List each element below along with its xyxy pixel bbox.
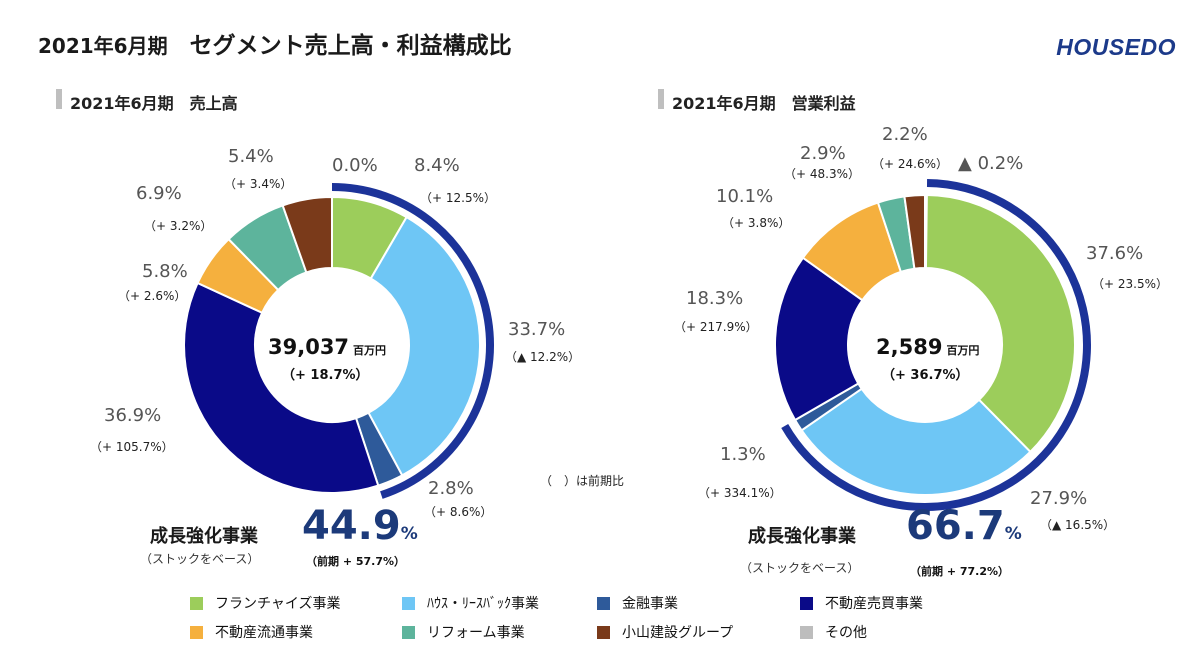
profit-growth-unit: % — [1004, 524, 1022, 544]
sales-change-franchise: （+ 12.5%） — [420, 191, 496, 205]
sales-growth-label: 成長強化事業 — [150, 526, 258, 547]
legend-label-franchise: フランチャイズ事業 — [215, 596, 341, 612]
legend-item-realestate-trade: 不動産売買事業 — [800, 593, 923, 613]
page-title: 2021年6月期 セグメント売上高・利益構成比 — [38, 26, 512, 60]
profit-center-change: （+ 36.7%） — [882, 368, 969, 383]
legend-label-realestate-trade: 不動産売買事業 — [825, 596, 923, 612]
legend-label-other: その他 — [825, 625, 867, 641]
legend-item-realestate-circ: 不動産流通事業 — [190, 622, 313, 642]
profit-growth-label: 成長強化事業 — [748, 526, 856, 547]
sales-total-unit: 百万円 — [353, 344, 387, 357]
legend-label-finance: 金融事業 — [622, 596, 678, 612]
legend-swatch-koyama — [597, 625, 610, 639]
title-main: セグメント売上高・利益構成比 — [189, 33, 512, 59]
sales-change-realestate-circ: （+ 2.6%） — [118, 289, 187, 303]
profit-label-realestate-trade: 18.3% — [686, 288, 744, 309]
sales-label-realestate-circ: 5.8% — [142, 261, 188, 282]
sales-change-finance: （+ 8.6%） — [424, 505, 493, 519]
panel-marker-sales — [56, 89, 62, 109]
legend-swatch-realestate-trade — [800, 596, 813, 610]
profit-growth-ring — [781, 179, 1091, 511]
profit-slice-house-lease — [800, 387, 1032, 496]
sales-slice-koyama — [281, 195, 333, 274]
profit-total-unit: 百万円 — [946, 344, 980, 357]
profit-label-house-lease: 27.9% — [1030, 488, 1088, 509]
profit-change-franchise: （+ 23.5%） — [1092, 277, 1168, 291]
legend-swatch-franchise — [190, 596, 203, 610]
sales-label-other: 0.0% — [332, 155, 378, 176]
sales-slice-realestate-trade — [183, 281, 380, 494]
profit-change-koyama: （+ 24.6%） — [872, 157, 948, 171]
profit-change-house-lease: （▲ 16.5%） — [1040, 518, 1116, 532]
title-period: 2021年6月期 — [38, 34, 168, 58]
profit-slice-franchise — [924, 193, 1076, 454]
profit-label-finance: 1.3% — [720, 444, 766, 465]
legend-swatch-other — [800, 625, 813, 639]
sales-label-finance: 2.8% — [428, 478, 474, 499]
sales-growth-ratio: 44.9% — [302, 503, 418, 549]
profit-growth-prev: （前期 + 77.2%） — [910, 565, 1010, 578]
legend-item-franchise: フランチャイズ事業 — [190, 593, 340, 613]
profit-slice-koyama — [903, 193, 926, 270]
company-logo: HOUSEDO — [1056, 34, 1176, 60]
sales-change-reform: （+ 3.2%） — [144, 219, 213, 233]
legend-item-finance: 金融事業 — [597, 593, 678, 613]
sales-growth-value: 44.9 — [302, 503, 401, 549]
profit-label-franchise: 37.6% — [1086, 243, 1144, 264]
panel-title-sales: 2021年6月期 売上高 — [70, 94, 238, 113]
profit-label-reform: 2.9% — [800, 143, 846, 164]
sales-growth-prev: （前期 + 57.7%） — [306, 555, 406, 568]
legend-swatch-reform — [402, 625, 415, 639]
sales-label-franchise: 8.4% — [414, 155, 460, 176]
sales-center-change: （+ 18.7%） — [282, 368, 369, 383]
sales-label-reform: 6.9% — [136, 183, 182, 204]
legend-label-realestate-circ: 不動産流通事業 — [215, 625, 313, 641]
profit-label-koyama: 2.2% — [882, 124, 928, 145]
profit-change-realestate-trade: （+ 217.9%） — [674, 320, 758, 334]
legend-label-koyama: 小山建設グループ — [622, 625, 734, 641]
sales-growth-unit: % — [400, 524, 418, 544]
legend-label-reform: リフォーム事業 — [427, 625, 525, 641]
sales-label-koyama: 5.4% — [228, 146, 274, 167]
panel-marker-profit — [658, 89, 664, 109]
comparison-note: （ ）は前期比 — [540, 474, 625, 488]
profit-change-finance: （+ 334.1%） — [698, 486, 782, 500]
legend-swatch-finance — [597, 596, 610, 610]
legend-label-house-lease: ﾊｳｽ・ﾘｰｽﾊﾞｯｸ事業 — [427, 596, 539, 612]
profit-total-value: 2,589 — [876, 335, 943, 359]
legend-swatch-realestate-circ — [190, 625, 203, 639]
sales-slice-house-lease — [367, 215, 481, 477]
sales-total-value: 39,037 — [268, 335, 350, 359]
sales-growth-ring — [331, 183, 494, 499]
profit-label-other: ▲ 0.2% — [958, 153, 1024, 174]
profit-change-reform: （+ 48.3%） — [784, 167, 860, 181]
sales-change-koyama: （+ 3.4%） — [224, 177, 293, 191]
legend-item-reform: リフォーム事業 — [402, 622, 525, 642]
sales-label-realestate-trade: 36.9% — [104, 405, 162, 426]
legend-item-other: その他 — [800, 622, 867, 642]
profit-growth-value: 66.7 — [906, 503, 1005, 549]
legend-item-house-lease: ﾊｳｽ・ﾘｰｽﾊﾞｯｸ事業 — [402, 593, 539, 613]
profit-growth-ratio: 66.7% — [906, 503, 1022, 549]
sales-change-house-lease: （▲ 12.2%） — [505, 350, 581, 364]
sales-center-total: 39,037 百万円 — [268, 335, 386, 359]
profit-change-realestate-circ: （+ 3.8%） — [722, 216, 791, 230]
legend-item-koyama: 小山建設グループ — [597, 622, 733, 642]
legend-swatch-house-lease — [402, 596, 415, 610]
sales-label-house-lease: 33.7% — [508, 319, 566, 340]
panel-title-profit: 2021年6月期 営業利益 — [672, 94, 856, 113]
profit-center-total: 2,589 百万円 — [876, 335, 979, 359]
profit-label-realestate-circ: 10.1% — [716, 186, 774, 207]
sales-change-realestate-trade: （+ 105.7%） — [90, 440, 174, 454]
sales-growth-sublabel: （ストックをベース） — [140, 552, 260, 566]
profit-growth-sublabel: （ストックをベース） — [740, 561, 860, 575]
